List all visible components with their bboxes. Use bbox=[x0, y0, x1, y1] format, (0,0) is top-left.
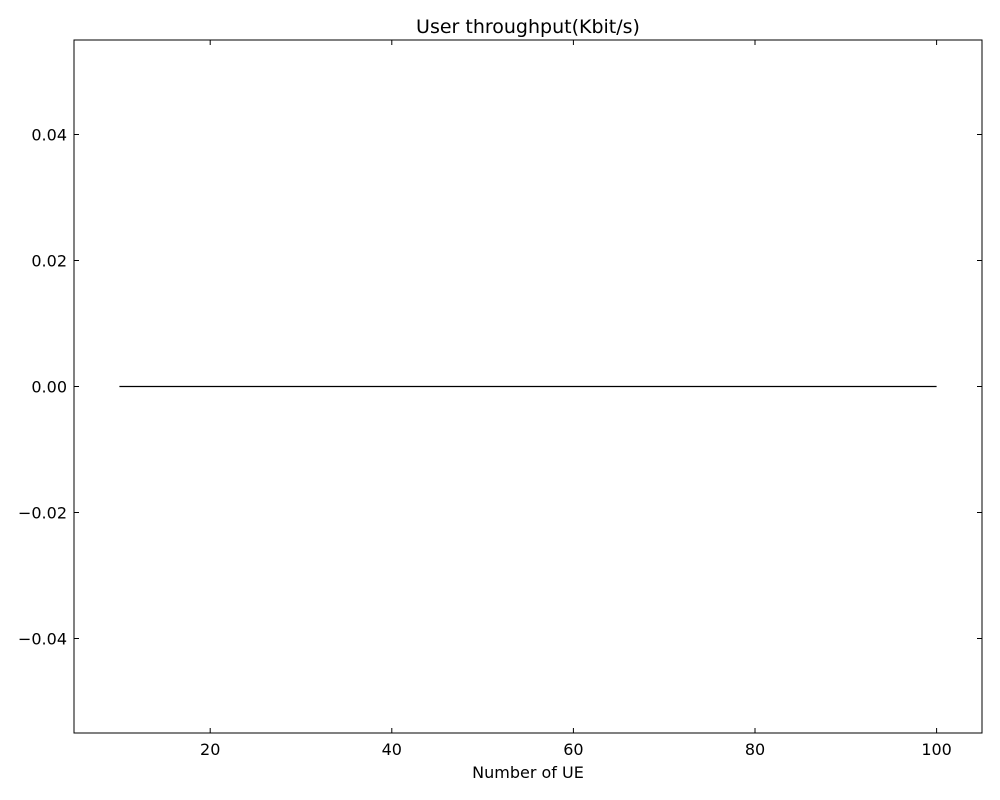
y-tick-label: 0.00 bbox=[31, 378, 67, 397]
x-tick-label: 20 bbox=[200, 740, 220, 759]
y-tick-label: −0.02 bbox=[18, 504, 67, 523]
x-tick-label: 100 bbox=[921, 740, 952, 759]
x-tick-label: 60 bbox=[563, 740, 583, 759]
x-tick-label: 40 bbox=[382, 740, 402, 759]
chart-title: User throughput(Kbit/s) bbox=[416, 16, 640, 38]
y-tick-label: 0.04 bbox=[31, 126, 67, 145]
x-tick-label: 80 bbox=[745, 740, 765, 759]
y-tick-label: −0.04 bbox=[18, 630, 67, 649]
x-axis-label: Number of UE bbox=[472, 763, 584, 782]
plot-area: 20 40 60 80 100 −0.04 −0.02 0.00 0.02 0.04 bbox=[18, 39, 983, 759]
y-tick-label: 0.02 bbox=[31, 252, 67, 271]
